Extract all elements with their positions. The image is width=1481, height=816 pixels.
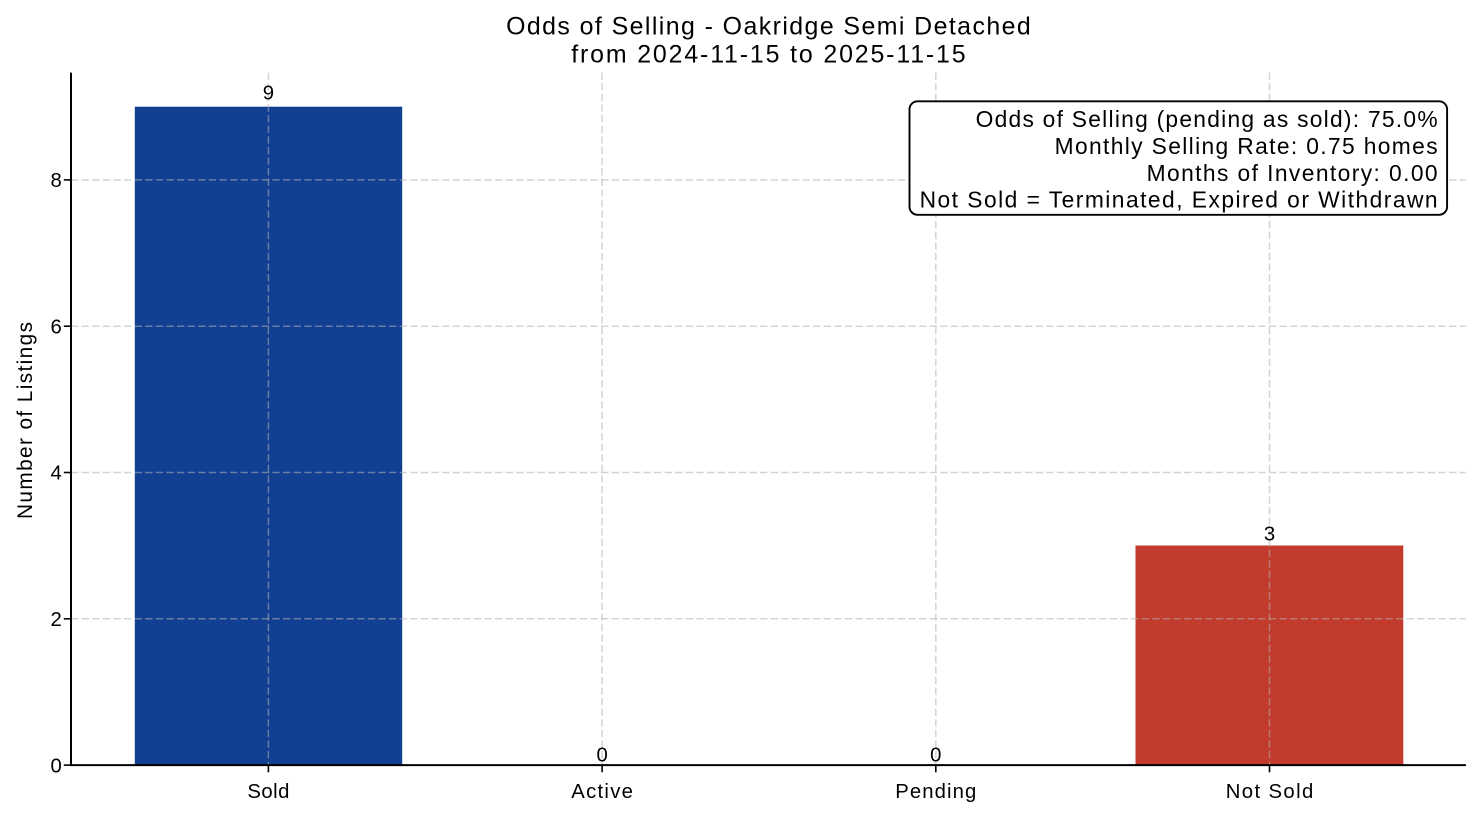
svg-text:Sold: Sold <box>247 781 289 803</box>
svg-text:Not Sold = Terminated, Expired: Not Sold = Terminated, Expired or Withdr… <box>920 187 1438 213</box>
svg-text:3: 3 <box>1264 524 1275 546</box>
svg-text:Active: Active <box>571 781 633 803</box>
svg-text:0: 0 <box>596 745 607 767</box>
svg-text:0: 0 <box>51 755 62 777</box>
svg-text:0: 0 <box>930 745 941 767</box>
svg-text:8: 8 <box>51 170 62 192</box>
svg-text:Not Sold: Not Sold <box>1226 781 1314 803</box>
svg-text:Months of Inventory: 0.00: Months of Inventory: 0.00 <box>1147 160 1438 186</box>
svg-text:4: 4 <box>51 463 62 485</box>
svg-text:9: 9 <box>263 83 274 105</box>
svg-text:Number of Listings: Number of Listings <box>14 322 37 519</box>
svg-text:from 2024-11-15 to 2025-11-15: from 2024-11-15 to 2025-11-15 <box>571 40 965 68</box>
svg-text:2: 2 <box>51 609 62 631</box>
svg-text:Pending: Pending <box>895 781 976 803</box>
svg-text:6: 6 <box>51 316 62 338</box>
svg-text:Odds of Selling - Oakridge Sem: Odds of Selling - Oakridge Semi Detached <box>506 12 1031 40</box>
svg-text:Monthly Selling Rate: 0.75 hom: Monthly Selling Rate: 0.75 homes <box>1055 133 1438 159</box>
svg-text:Odds of Selling (pending as so: Odds of Selling (pending as sold): 75.0% <box>976 106 1438 132</box>
